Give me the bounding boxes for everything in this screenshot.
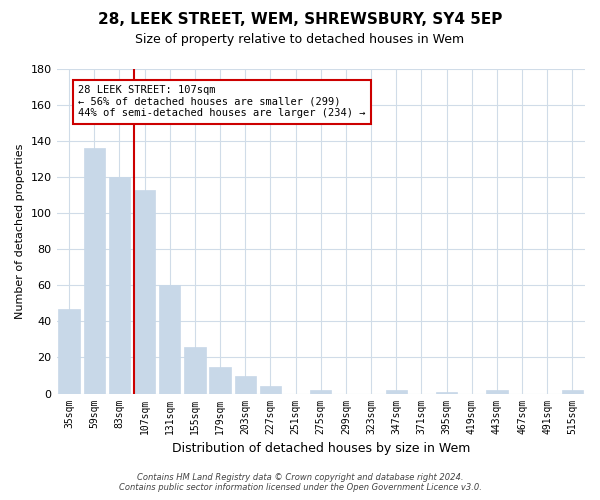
X-axis label: Distribution of detached houses by size in Wem: Distribution of detached houses by size … bbox=[172, 442, 470, 455]
Bar bbox=[159, 286, 181, 394]
Bar bbox=[109, 177, 130, 394]
Bar bbox=[58, 309, 80, 394]
Bar bbox=[562, 390, 583, 394]
Bar bbox=[184, 346, 206, 394]
Y-axis label: Number of detached properties: Number of detached properties bbox=[15, 144, 25, 319]
Bar bbox=[83, 148, 105, 394]
Bar bbox=[134, 190, 155, 394]
Bar bbox=[235, 376, 256, 394]
Bar bbox=[209, 366, 231, 394]
Bar bbox=[486, 390, 508, 394]
Bar bbox=[436, 392, 457, 394]
Bar bbox=[386, 390, 407, 394]
Bar bbox=[310, 390, 331, 394]
Text: 28 LEEK STREET: 107sqm
← 56% of detached houses are smaller (299)
44% of semi-de: 28 LEEK STREET: 107sqm ← 56% of detached… bbox=[78, 85, 365, 118]
Bar bbox=[260, 386, 281, 394]
Text: Size of property relative to detached houses in Wem: Size of property relative to detached ho… bbox=[136, 32, 464, 46]
Text: Contains HM Land Registry data © Crown copyright and database right 2024.
Contai: Contains HM Land Registry data © Crown c… bbox=[119, 473, 481, 492]
Text: 28, LEEK STREET, WEM, SHREWSBURY, SY4 5EP: 28, LEEK STREET, WEM, SHREWSBURY, SY4 5E… bbox=[98, 12, 502, 28]
